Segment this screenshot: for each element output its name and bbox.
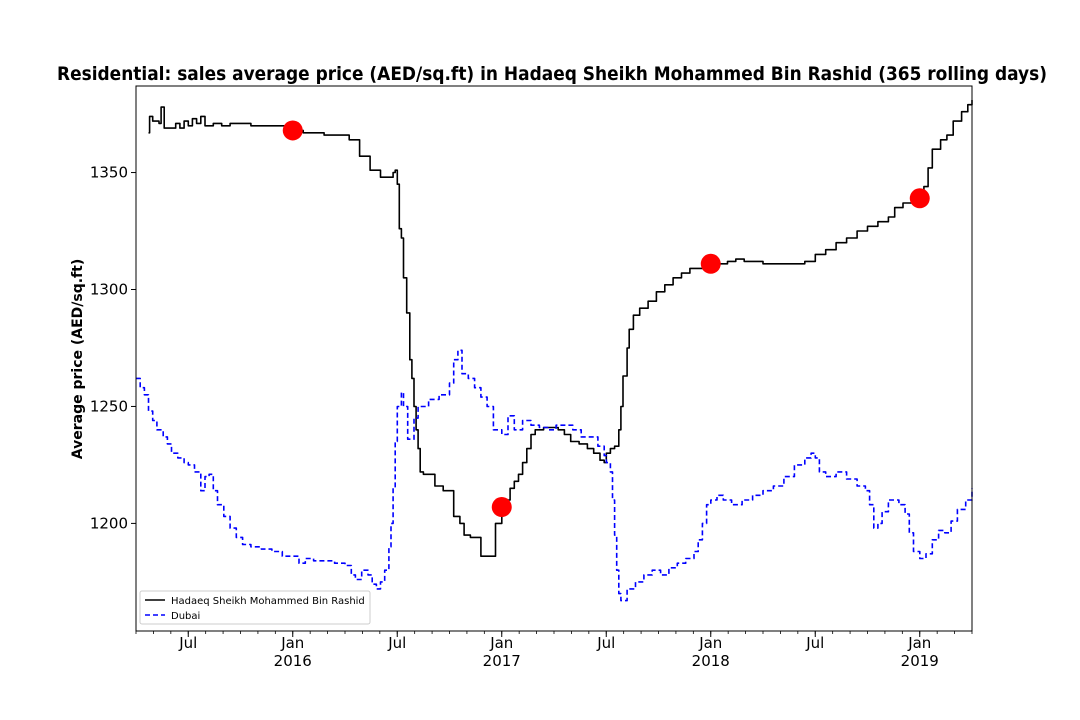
x-tick-label: Jul xyxy=(178,634,197,652)
y-tick-label: 1350 xyxy=(90,164,128,182)
x-tick-year-label: 2019 xyxy=(901,652,939,670)
data-marker xyxy=(701,254,721,274)
x-tick-label: Jul xyxy=(596,634,615,652)
y-axis-label: Average price (AED/sq.ft) xyxy=(70,259,86,459)
x-tick-label: Jul xyxy=(387,634,406,652)
x-tick-label: Jan xyxy=(489,634,513,652)
data-marker xyxy=(492,497,512,517)
x-tick-year-label: 2016 xyxy=(274,652,312,670)
x-tick-year-label: 2017 xyxy=(483,652,521,670)
x-tick-label: Jul xyxy=(805,634,824,652)
x-tick-label: Jan xyxy=(280,634,304,652)
series-line-dubai xyxy=(136,350,972,600)
y-tick-label: 1300 xyxy=(90,280,128,298)
chart-title: Residential: sales average price (AED/sq… xyxy=(57,63,1047,85)
x-tick-label: Jan xyxy=(907,634,931,652)
x-tick-year-label: 2018 xyxy=(692,652,730,670)
y-tick-label: 1200 xyxy=(90,514,128,532)
legend: Hadaeq Sheikh Mohammed Bin Rashid Dubai xyxy=(140,591,370,624)
y-tick-label: 1250 xyxy=(90,397,128,415)
legend-label-dubai: Dubai xyxy=(171,611,200,622)
data-marker xyxy=(283,120,303,140)
x-tick-label: Jan xyxy=(698,634,722,652)
data-marker xyxy=(910,188,930,208)
legend-label-hadaeq: Hadaeq Sheikh Mohammed Bin Rashid xyxy=(171,596,365,607)
series-line-hadaeq xyxy=(149,100,973,556)
